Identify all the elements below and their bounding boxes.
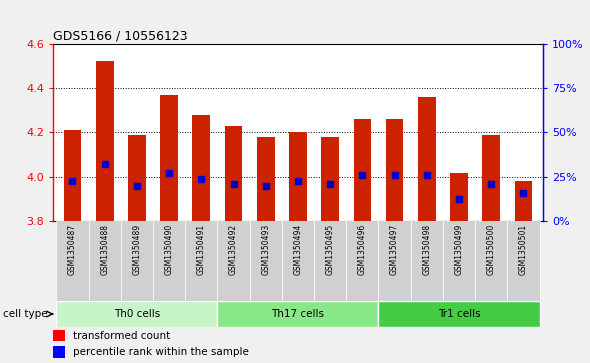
Bar	[418, 97, 435, 221]
Text: GSM1350489: GSM1350489	[132, 224, 142, 275]
Bar	[217, 221, 250, 301]
Text: cell type: cell type	[3, 309, 48, 319]
Text: GDS5166 / 10556123: GDS5166 / 10556123	[53, 29, 188, 42]
Bar	[121, 221, 153, 301]
Text: GSM1350500: GSM1350500	[487, 224, 496, 275]
Bar	[507, 221, 540, 301]
Bar	[64, 130, 81, 221]
Bar	[53, 346, 65, 358]
Text: percentile rank within the sample: percentile rank within the sample	[73, 347, 248, 357]
Bar	[411, 221, 443, 301]
Text: GSM1350492: GSM1350492	[229, 224, 238, 275]
Text: GSM1350494: GSM1350494	[293, 224, 303, 275]
Text: GSM1350493: GSM1350493	[261, 224, 270, 275]
Bar	[153, 221, 185, 301]
Text: GSM1350496: GSM1350496	[358, 224, 367, 275]
Bar	[56, 221, 88, 301]
Bar	[322, 137, 339, 221]
Bar	[53, 330, 65, 341]
Bar	[250, 221, 282, 301]
Bar	[514, 182, 532, 221]
Text: GSM1350501: GSM1350501	[519, 224, 528, 275]
Text: GSM1350491: GSM1350491	[197, 224, 206, 275]
Text: GSM1350488: GSM1350488	[100, 224, 109, 275]
Text: GSM1350490: GSM1350490	[165, 224, 173, 275]
Bar	[225, 126, 242, 221]
Text: transformed count: transformed count	[73, 331, 170, 341]
Bar	[450, 172, 468, 221]
Bar	[483, 135, 500, 221]
Text: Tr1 cells: Tr1 cells	[438, 309, 480, 319]
Bar	[185, 221, 217, 301]
Bar	[88, 221, 121, 301]
Bar	[314, 221, 346, 301]
Bar	[475, 221, 507, 301]
Bar	[379, 301, 540, 327]
Bar	[128, 135, 146, 221]
Text: GSM1350499: GSM1350499	[454, 224, 464, 275]
Bar	[257, 137, 274, 221]
Bar	[282, 221, 314, 301]
Bar	[289, 132, 307, 221]
Bar	[379, 221, 411, 301]
Bar	[192, 115, 210, 221]
Bar	[353, 119, 371, 221]
Bar	[96, 61, 113, 221]
Bar	[346, 221, 379, 301]
Bar	[217, 301, 379, 327]
Text: Th17 cells: Th17 cells	[271, 309, 325, 319]
Bar	[56, 301, 217, 327]
Bar	[160, 95, 178, 221]
Text: GSM1350497: GSM1350497	[390, 224, 399, 275]
Text: GSM1350498: GSM1350498	[422, 224, 431, 275]
Text: GSM1350487: GSM1350487	[68, 224, 77, 275]
Text: GSM1350495: GSM1350495	[326, 224, 335, 275]
Bar	[386, 119, 404, 221]
Bar	[443, 221, 475, 301]
Text: Th0 cells: Th0 cells	[114, 309, 160, 319]
